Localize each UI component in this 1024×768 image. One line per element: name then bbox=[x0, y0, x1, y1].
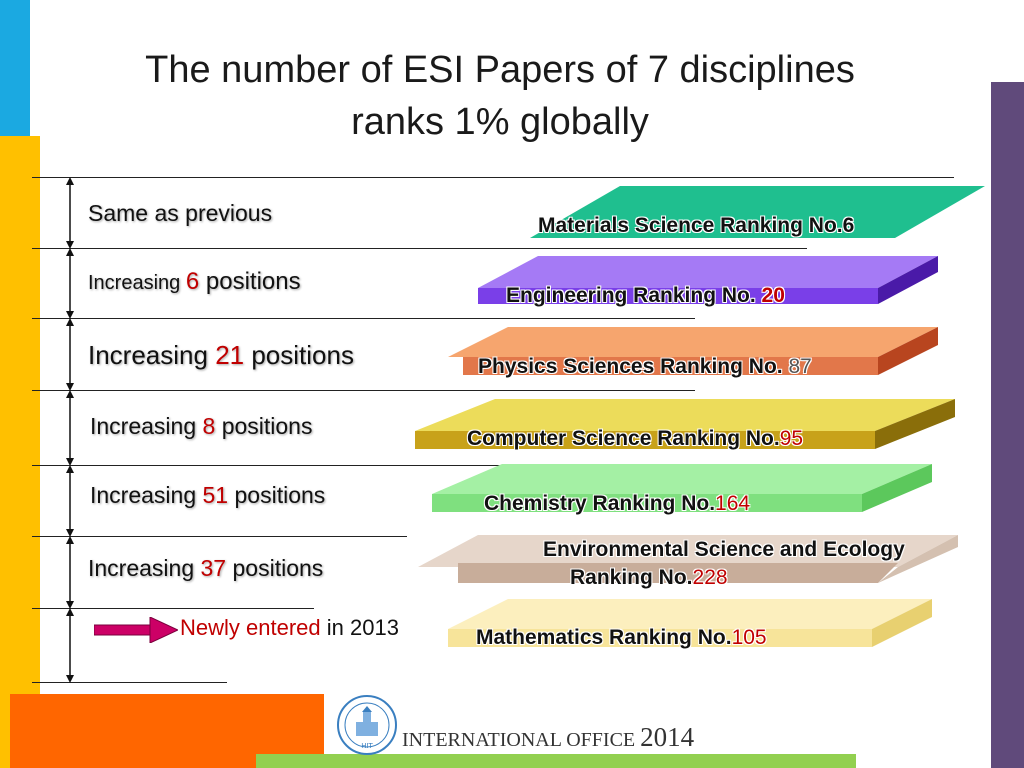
plate-label: Chemistry Ranking No.164 bbox=[484, 492, 750, 516]
rank-number: 20 bbox=[761, 284, 785, 307]
plate-label-line-1: Environmental Science and Ecology bbox=[543, 538, 905, 561]
divider-line bbox=[32, 465, 515, 466]
change-number: 6 bbox=[185, 268, 200, 295]
plate-label: Engineering Ranking No. 20 bbox=[506, 284, 785, 308]
change-number: 37 bbox=[200, 555, 227, 581]
change-label-environmental: Increasing 37 positions bbox=[88, 555, 323, 582]
change-label-physics: Increasing 21 positions bbox=[88, 340, 354, 371]
change-suffix: positions bbox=[199, 268, 301, 295]
title-line-1: The number of ESI Papers of 7 discipline… bbox=[145, 49, 855, 91]
divider-line bbox=[32, 318, 695, 319]
double-arrow-icon bbox=[63, 465, 77, 537]
divider-line bbox=[32, 248, 807, 249]
double-arrow-icon bbox=[63, 248, 77, 319]
plate-label: Physics Sciences Ranking No. 87 bbox=[478, 355, 812, 379]
divider-line bbox=[32, 536, 407, 537]
frame-bar-yellow bbox=[0, 136, 40, 768]
discipline-name: Materials Science Ranking No. bbox=[538, 214, 843, 237]
double-arrow-icon bbox=[63, 318, 77, 391]
rank-number: 228 bbox=[692, 566, 728, 589]
rank-number: 87 bbox=[788, 355, 812, 378]
slide-title: The number of ESI Papers of 7 discipline… bbox=[60, 44, 940, 148]
rank-number: 164 bbox=[715, 492, 751, 515]
rank-number: 95 bbox=[779, 427, 804, 450]
change-prefix: Increasing bbox=[90, 482, 203, 508]
divider-line bbox=[32, 682, 227, 683]
discipline-name: Engineering Ranking No. bbox=[506, 284, 762, 307]
change-label-materials: Same as previous bbox=[88, 200, 273, 226]
discipline-name: Chemistry Ranking No. bbox=[484, 492, 716, 515]
plate-mathematics: Mathematics Ranking No.105 bbox=[448, 599, 932, 649]
discipline-name: Ranking No. bbox=[570, 566, 693, 589]
rank-number: 105 bbox=[731, 626, 767, 649]
divider-line bbox=[32, 608, 314, 609]
change-prefix: Increasing bbox=[88, 272, 186, 294]
change-prefix: Increasing bbox=[88, 555, 201, 581]
change-prefix: Increasing bbox=[90, 413, 203, 439]
plate-materials-science: Materials Science Ranking No.6 bbox=[530, 186, 990, 238]
double-arrow-icon bbox=[63, 390, 77, 466]
change-number: 21 bbox=[215, 340, 245, 370]
footer-year: 2014 bbox=[640, 722, 695, 752]
double-arrow-icon bbox=[63, 608, 77, 683]
discipline-name: Physics Sciences Ranking No. bbox=[478, 355, 789, 378]
change-suffix: positions bbox=[228, 482, 326, 508]
change-suffix: positions bbox=[215, 413, 313, 439]
change-suffix: positions bbox=[226, 555, 324, 581]
plate-engineering: Engineering Ranking No. 20 bbox=[478, 256, 938, 307]
change-label-chemistry: Increasing 51 positions bbox=[90, 482, 325, 509]
plate-environmental-science: Environmental Science and Ecology Rankin… bbox=[418, 535, 958, 589]
frame-bar-green bbox=[256, 754, 856, 768]
frame-bar-purple bbox=[991, 82, 1024, 768]
title-line-2: ranks 1% globally bbox=[351, 101, 649, 143]
footer-office-name: INTERNATIONAL OFFICE bbox=[402, 729, 641, 751]
plate-computer-science: Computer Science Ranking No.95 bbox=[415, 399, 955, 450]
footer-office: INTERNATIONAL OFFICE 2014 bbox=[402, 722, 694, 753]
change-number: 51 bbox=[202, 482, 229, 508]
right-arrow-icon bbox=[93, 616, 180, 644]
divider-line bbox=[32, 390, 695, 391]
plate-label: Materials Science Ranking No.6 bbox=[538, 214, 854, 238]
plate-chemistry: Chemistry Ranking No.164 bbox=[432, 464, 932, 515]
change-suffix: positions bbox=[244, 340, 354, 370]
discipline-name: Mathematics Ranking No. bbox=[476, 626, 732, 649]
divider-line bbox=[32, 177, 954, 178]
newly-entered-text: Newly entered bbox=[180, 615, 321, 640]
plate-physics-sciences: Physics Sciences Ranking No. 87 bbox=[448, 327, 938, 378]
double-arrow-icon bbox=[63, 536, 77, 609]
discipline-name: Computer Science Ranking No. bbox=[467, 427, 780, 450]
plate-label: Mathematics Ranking No.105 bbox=[476, 626, 767, 650]
change-label-computer: Increasing 8 positions bbox=[90, 413, 312, 440]
change-suffix: in 2013 bbox=[320, 615, 399, 640]
plate-label-line-2: Ranking No.228 bbox=[570, 566, 728, 590]
logo-text: HIT bbox=[361, 742, 373, 750]
change-number: 8 bbox=[202, 413, 216, 439]
university-logo: HIT bbox=[336, 694, 398, 756]
change-label-mathematics: Newly entered in 2013 bbox=[180, 615, 399, 641]
change-prefix: Increasing bbox=[88, 340, 216, 370]
double-arrow-icon bbox=[63, 177, 77, 249]
change-label-engineering: Increasing 6 positions bbox=[88, 268, 301, 296]
plate-label: Computer Science Ranking No.95 bbox=[467, 427, 803, 451]
rank-number: 6 bbox=[842, 214, 855, 237]
